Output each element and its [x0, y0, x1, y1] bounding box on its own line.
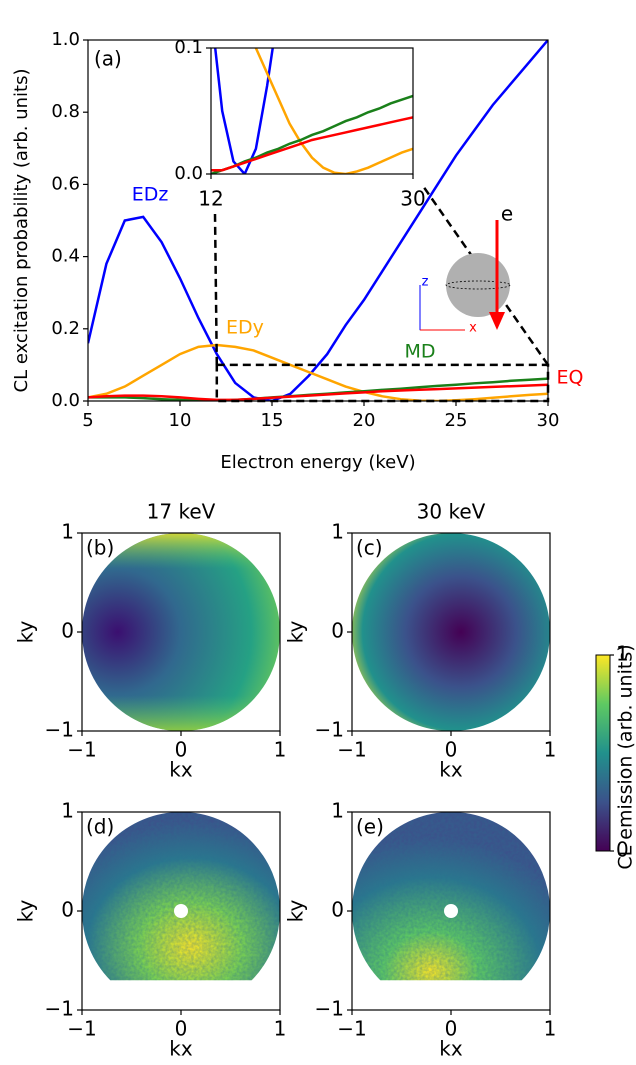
- y-tick-label: 1: [61, 799, 74, 823]
- inset-frame: [210, 47, 414, 175]
- y-tick-label: 0: [331, 619, 344, 643]
- zoom-connector: [213, 213, 219, 365]
- line: [88, 343, 548, 401]
- y-tick-label: 0.6: [51, 173, 80, 194]
- line: [88, 40, 548, 401]
- panel-label: (c): [356, 536, 383, 560]
- beam-hole: [174, 904, 188, 918]
- x-axis-label: kx: [439, 758, 463, 782]
- y-tick-label: 0: [61, 619, 74, 643]
- x-tick-label: 1: [274, 1017, 287, 1041]
- x-tick-label: 15: [261, 410, 284, 431]
- panel-label: (d): [86, 815, 114, 839]
- x-tick-label: 0: [175, 1017, 188, 1041]
- x-tick-label: 10: [169, 410, 192, 431]
- y-tick-label: −1: [45, 718, 74, 742]
- panel-label: (a): [94, 47, 122, 71]
- emission-map-noise: [82, 812, 281, 981]
- beam-head: [489, 312, 505, 330]
- x-tick-label: 0: [175, 738, 188, 762]
- x-tick-label: 0: [445, 1017, 458, 1041]
- inset-y-tick-label: 0.1: [174, 37, 203, 58]
- column-title: 17 keV: [147, 500, 216, 524]
- sphere: [446, 253, 510, 317]
- y-tick-label: −1: [315, 718, 344, 742]
- emission-map-overlay: [82, 533, 280, 731]
- x-tick-label: 1: [274, 738, 287, 762]
- y-tick-label: 0.8: [51, 101, 80, 122]
- panel-label: (e): [356, 815, 384, 839]
- inset-x-tick-label: 12: [198, 187, 223, 211]
- x-tick-label: −1: [337, 1017, 366, 1041]
- y-tick-label: 0: [331, 898, 344, 922]
- y-axis-label: ky: [14, 899, 38, 922]
- emission-map: [352, 533, 550, 731]
- inset-x-tick-label: 30: [400, 187, 425, 211]
- inset-plot: [211, 48, 413, 174]
- x-tick-label: 30: [537, 410, 560, 431]
- schematic: e z x: [419, 202, 513, 336]
- inset-y-tick-label: 0.0: [174, 163, 203, 184]
- x-tick-label: 5: [82, 410, 93, 431]
- x-tick-label: 25: [445, 410, 468, 431]
- x-tick-label: 0: [445, 738, 458, 762]
- column-title: 30 keV: [417, 500, 486, 524]
- y-tick-label: −1: [315, 997, 344, 1021]
- series-label: EDz: [132, 184, 169, 206]
- inset-background: [211, 48, 413, 174]
- y-tick-label: 1: [331, 520, 344, 544]
- colorbar-label: CL emission (arb. units): [615, 644, 636, 869]
- z-label: z: [422, 275, 429, 290]
- panel-label: (b): [86, 536, 114, 560]
- x-tick-label: 1: [544, 1017, 557, 1041]
- plot-area: [88, 40, 548, 401]
- inset-line: [211, 94, 413, 174]
- colorbar: [595, 654, 611, 852]
- y-tick-label: 0.0: [51, 390, 80, 411]
- series-label: MD: [404, 341, 435, 363]
- x-axis-label: kx: [169, 1037, 193, 1061]
- x-axis-label: kx: [439, 1037, 463, 1061]
- equator: [445, 280, 511, 290]
- y-tick-label: 1.0: [51, 29, 80, 50]
- series-label: EDy: [226, 317, 264, 339]
- x-axis-label: kx: [169, 758, 193, 782]
- x-tick-label: 1: [544, 738, 557, 762]
- colorbar-tick-label: 0: [616, 838, 629, 862]
- series-label: EQ: [557, 367, 584, 389]
- emission-map-noise: [351, 812, 550, 981]
- y-tick-label: 0.2: [51, 318, 80, 339]
- y-tick-label: 1: [61, 520, 74, 544]
- x-axis-label: Electron energy (keV): [220, 452, 415, 473]
- y-tick-label: −1: [45, 997, 74, 1021]
- x-tick-label: −1: [67, 1017, 96, 1041]
- beam-hole: [444, 904, 458, 918]
- y-axis-label: ky: [14, 620, 38, 643]
- beam-label: e: [501, 202, 513, 226]
- y-axis-label: ky: [284, 899, 308, 922]
- y-tick-label: 0.4: [51, 246, 80, 267]
- y-tick-label: 0: [61, 898, 74, 922]
- inset-line: [254, 48, 413, 174]
- y-axis-label: ky: [284, 620, 308, 643]
- x-tick-label: −1: [337, 738, 366, 762]
- line: [88, 383, 548, 401]
- zoom-box: [215, 363, 550, 403]
- axes-frame: [87, 39, 549, 402]
- colorbar-tick-label: 1: [616, 642, 629, 666]
- y-tick-label: 1: [331, 799, 344, 823]
- inset-line: [211, 116, 413, 172]
- x-label: x: [469, 321, 477, 336]
- x-tick-label: 20: [353, 410, 376, 431]
- y-axis-label: CL excitation probability (arb. units): [11, 69, 32, 393]
- x-tick-label: −1: [67, 738, 96, 762]
